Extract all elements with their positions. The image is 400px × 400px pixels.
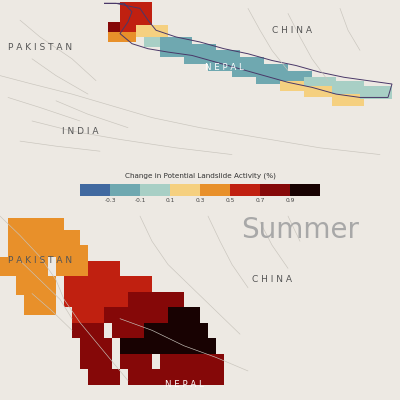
Bar — [208, 50, 240, 60]
Bar — [200, 184, 230, 196]
Bar — [170, 184, 200, 196]
Bar — [120, 22, 152, 32]
Bar — [332, 81, 364, 94]
Bar — [136, 25, 168, 37]
Text: 0.3: 0.3 — [195, 198, 205, 203]
Bar — [332, 94, 364, 106]
Bar — [140, 184, 170, 196]
Bar — [192, 354, 224, 369]
Text: 0.7: 0.7 — [255, 198, 265, 203]
Bar — [208, 60, 240, 70]
Bar — [290, 184, 320, 196]
Bar — [184, 338, 216, 354]
Text: Summer: Summer — [241, 216, 359, 244]
Bar — [136, 307, 168, 322]
Bar — [80, 338, 112, 354]
Bar — [232, 57, 264, 67]
Bar — [232, 67, 264, 77]
Text: -0.1: -0.1 — [134, 198, 146, 203]
Bar — [72, 322, 104, 338]
Text: 0.9: 0.9 — [285, 198, 295, 203]
Bar — [280, 81, 312, 91]
Bar — [8, 237, 64, 257]
Bar — [88, 369, 120, 384]
Bar — [128, 369, 160, 384]
Bar — [80, 354, 112, 369]
Bar — [48, 230, 80, 245]
Bar — [184, 54, 216, 64]
Text: C H I N A: C H I N A — [252, 276, 292, 284]
Bar — [112, 322, 144, 338]
Bar — [304, 77, 336, 87]
Bar — [110, 184, 140, 196]
Text: Change in Potential Landslide Activity (%): Change in Potential Landslide Activity (… — [124, 172, 276, 179]
Bar — [108, 22, 140, 32]
Bar — [56, 261, 88, 276]
Text: N E P A L: N E P A L — [165, 380, 203, 389]
Bar — [96, 292, 128, 307]
Bar — [160, 47, 192, 57]
Bar — [184, 44, 216, 54]
Text: P A K I S T A N: P A K I S T A N — [8, 42, 72, 52]
Bar — [256, 64, 288, 74]
Bar — [176, 322, 208, 338]
Text: I N D I A: I N D I A — [62, 126, 98, 136]
Bar — [160, 369, 192, 384]
Bar — [280, 70, 312, 81]
Bar — [88, 276, 120, 292]
Bar — [120, 338, 152, 354]
Bar — [56, 245, 88, 261]
Bar — [260, 184, 290, 196]
Bar — [120, 12, 152, 22]
Bar — [104, 307, 136, 322]
Bar — [144, 37, 176, 47]
Bar — [24, 296, 56, 315]
Bar — [72, 307, 104, 322]
Bar — [230, 184, 260, 196]
Bar — [256, 74, 288, 84]
Bar — [0, 257, 48, 276]
Text: -0.3: -0.3 — [104, 198, 116, 203]
Bar — [16, 276, 56, 296]
Bar — [120, 354, 152, 369]
Bar — [120, 276, 152, 292]
Bar — [160, 37, 192, 47]
Bar — [152, 292, 184, 307]
Bar — [160, 354, 192, 369]
Text: P A K I S T A N: P A K I S T A N — [8, 256, 72, 265]
Bar — [152, 338, 184, 354]
Bar — [360, 86, 392, 99]
Text: 0.1: 0.1 — [165, 198, 175, 203]
Bar — [64, 292, 96, 307]
Bar — [88, 261, 120, 276]
Bar — [80, 184, 110, 196]
Bar — [120, 2, 152, 12]
Bar — [192, 369, 224, 384]
Bar — [64, 276, 96, 292]
Bar — [108, 32, 136, 42]
Bar — [128, 292, 160, 307]
Text: N E P A L: N E P A L — [205, 63, 243, 72]
Text: 0.5: 0.5 — [225, 198, 235, 203]
Text: C H I N A: C H I N A — [272, 26, 312, 35]
Bar — [168, 307, 200, 322]
Bar — [8, 218, 64, 237]
Bar — [304, 86, 336, 98]
Bar — [144, 322, 176, 338]
